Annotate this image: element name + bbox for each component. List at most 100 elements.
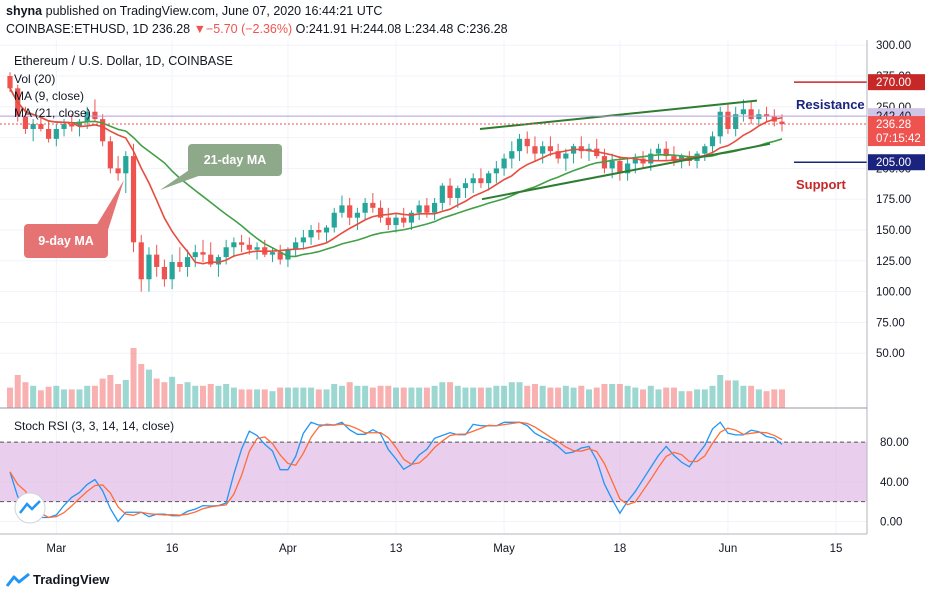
candle: [524, 131, 530, 154]
candle: [709, 131, 716, 154]
volume-bar: [616, 384, 623, 408]
volume-bar: [61, 389, 68, 408]
volume-bar: [531, 384, 538, 408]
price-tick-label: 50.00: [876, 348, 905, 360]
volume-bar: [601, 384, 608, 408]
volume-bar: [254, 389, 261, 408]
volume-bar: [22, 382, 29, 408]
publish-line: shyna published on TradingView.com, June…: [6, 4, 382, 18]
volume-bar: [200, 385, 206, 408]
candle: [100, 114, 106, 147]
volume-bar: [570, 387, 577, 408]
volume-bar: [763, 391, 770, 408]
legend-ma9[interactable]: MA (9, close): [14, 89, 84, 103]
volume-bar: [624, 385, 631, 408]
price-tick-label: 300.00: [876, 40, 911, 52]
volume-bar: [7, 387, 13, 408]
ma21-callout-text: 21-day MA: [204, 153, 267, 167]
volume-bar: [516, 382, 523, 408]
price-tick-label: 75.00: [876, 317, 905, 329]
legend-ma21[interactable]: MA (21, close): [14, 106, 91, 120]
legend-volume[interactable]: Vol (20): [14, 72, 55, 86]
channel-lower-line[interactable]: [481, 142, 771, 201]
volume-bar: [686, 391, 693, 408]
candle: [177, 247, 183, 272]
candle: [625, 158, 631, 181]
volume-bar: [68, 389, 75, 408]
ma21-callout: 21-day MA: [160, 144, 282, 190]
volume-bar: [678, 391, 685, 408]
volume-bar: [578, 385, 585, 408]
candle: [53, 124, 59, 147]
tradingview-logo-icon[interactable]: [6, 572, 30, 588]
volume-bar: [447, 382, 454, 408]
volume-bar: [45, 386, 52, 408]
volume-bar: [30, 385, 37, 408]
volume-bar: [37, 390, 44, 408]
legend-stoch-rsi[interactable]: Stoch RSI (3, 3, 14, 14, close): [14, 419, 174, 433]
ma9-callout: 9-day MA: [24, 180, 124, 258]
stoch-rsi-d-line: [9, 421, 783, 519]
symbol-label[interactable]: COINBASE:ETHUSD, 1D: [6, 22, 149, 36]
volume-bar: [524, 385, 531, 408]
last-price-label: 236.28: [876, 119, 911, 131]
footer: TradingView: [0, 566, 939, 598]
volume-bar: [153, 378, 160, 408]
candle: [432, 197, 438, 221]
volume-bar: [14, 375, 21, 408]
volume-bar: [501, 385, 508, 408]
time-tick-label: Jun: [719, 543, 738, 555]
volume-bar: [261, 389, 268, 408]
resistance-annotation: Resistance: [796, 97, 865, 112]
candle: [779, 114, 785, 132]
candle: [115, 156, 121, 181]
volume-bar: [586, 389, 592, 408]
volume-bar: [647, 385, 654, 408]
candle: [401, 207, 407, 228]
volume-bar: [717, 375, 724, 408]
volume-bar: [122, 380, 129, 408]
candle: [46, 121, 52, 143]
price-change: −5.70 (−2.36%): [205, 22, 293, 36]
volume-bar: [138, 364, 145, 408]
candle: [733, 106, 739, 137]
candle: [455, 185, 461, 208]
volume-bar: [454, 385, 461, 408]
volume-bar: [230, 387, 237, 408]
publisher-name[interactable]: shyna: [6, 4, 43, 18]
channel-upper-line[interactable]: [479, 99, 758, 130]
volume-bar: [176, 384, 183, 408]
volume-bar: [292, 387, 299, 408]
candle: [516, 133, 523, 162]
tradingview-brand[interactable]: TradingView: [33, 572, 110, 587]
volume-bar: [315, 389, 322, 408]
stoch-rsi-k-line: [9, 421, 783, 523]
volume-bar: [192, 385, 199, 408]
volume-bar: [238, 389, 245, 408]
legend-title[interactable]: Ethereum / U.S. Dollar, 1D, COINBASE: [14, 54, 233, 68]
candle: [462, 178, 469, 198]
rsi-axis[interactable]: 80.00 40.00 0.00: [880, 437, 909, 528]
price-tick-label: 125.00: [876, 256, 911, 268]
last-price: 236.28: [151, 22, 191, 36]
time-tick-label: 13: [390, 543, 403, 555]
rsi-tick-label: 0.00: [880, 517, 902, 529]
time-axis[interactable]: Mar 16 Apr 13 May 18 Jun 15: [46, 543, 842, 555]
candle: [570, 143, 577, 164]
time-tick-label: 18: [613, 543, 626, 555]
candle: [586, 143, 592, 162]
candle: [308, 225, 314, 245]
candle: [300, 230, 306, 250]
chart-canvas[interactable]: 325.00300.00275.00250.00225.00200.00175.…: [0, 40, 939, 566]
candle: [200, 239, 206, 263]
candle: [354, 207, 360, 230]
volume-bar: [354, 385, 361, 408]
candle: [416, 200, 422, 221]
candle: [92, 99, 98, 122]
price-labels: 270.00 242.40 236.28 07:15:42 205.00: [868, 74, 925, 171]
volume-bar: [539, 385, 546, 408]
bar-countdown-label: 07:15:42: [876, 133, 921, 145]
tradingview-watermark-icon: [14, 492, 46, 524]
volume-bar: [779, 389, 785, 408]
time-tick-label: 16: [166, 543, 179, 555]
